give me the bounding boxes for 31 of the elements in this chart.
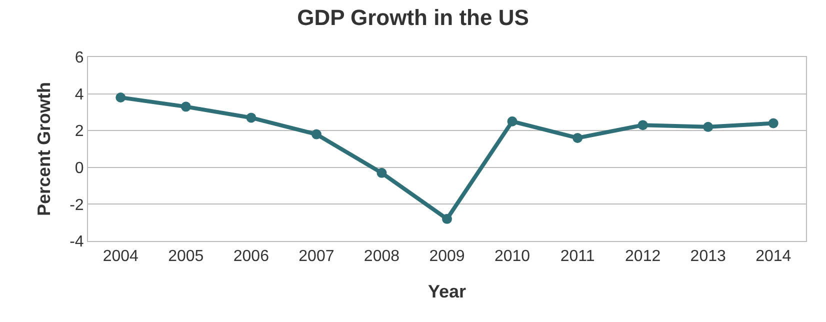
point [507, 116, 518, 126]
y-tick-label: -4 [70, 234, 84, 251]
x-tick-label: 2014 [756, 248, 792, 266]
chart-title: GDP Growth in the US [297, 5, 529, 30]
x-tick-label: 2009 [429, 248, 465, 266]
x-tick-label: 2010 [494, 248, 530, 266]
x-tick-label: 2006 [233, 248, 270, 266]
x-tick-label: 2013 [690, 248, 726, 266]
point [638, 120, 648, 130]
x-tick-label: 2004 [102, 248, 139, 266]
x-tick-label: 2011 [560, 248, 595, 266]
x-tick-label: 2008 [364, 248, 400, 266]
point [572, 132, 583, 143]
point [703, 122, 714, 132]
point [376, 168, 387, 178]
x-tick-label: 2005 [168, 248, 204, 266]
point [180, 102, 191, 112]
point [442, 214, 452, 224]
y-tick-label: -2 [70, 196, 84, 214]
point [246, 112, 256, 123]
point [311, 129, 322, 140]
point [116, 92, 126, 102]
y-tick-label: 6 [74, 50, 84, 67]
x-axis-title: Year [428, 281, 466, 302]
x-tick-label: 2012 [625, 248, 661, 266]
y-tick-label: 4 [74, 86, 84, 104]
y-tick-label: 2 [74, 123, 84, 140]
y-tick-label: 0 [74, 160, 84, 177]
point [768, 118, 778, 128]
y-axis-title: Percent Growth [34, 82, 54, 216]
x-tick-label: 2007 [298, 248, 334, 266]
